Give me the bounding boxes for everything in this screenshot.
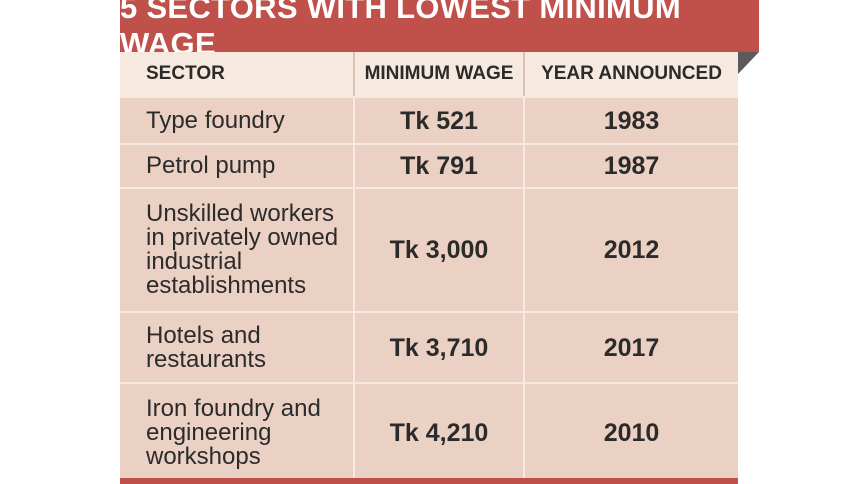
year-cell: 2010 (523, 384, 738, 481)
column-header-year-announced: YEAR ANNOUNCED (523, 52, 738, 96)
sector-cell: Unskilled workers in privately owned ind… (146, 200, 339, 299)
sector-cell: Hotels and restaurants (146, 321, 267, 373)
wage-cell: Tk 4,210 (353, 384, 523, 481)
table-row: Unskilled workers in privately owned ind… (120, 189, 738, 313)
sector-cell: Petrol pump (146, 152, 276, 179)
year-cell: 2017 (523, 313, 738, 382)
wage-cell: Tk 3,710 (353, 313, 523, 382)
year-cell: 1983 (523, 98, 738, 143)
corner-fold (738, 52, 759, 74)
wage-cell: Tk 521 (353, 98, 523, 143)
year-cell: 2012 (523, 189, 738, 311)
sector-cell: Iron foundry and engineering workshops (146, 394, 321, 470)
table-row: Type foundry Tk 521 1983 (120, 98, 738, 145)
column-header-minimum-wage: MINIMUM WAGE (353, 52, 523, 96)
column-header-sector: SECTOR (146, 63, 225, 84)
wage-table: SECTOR MINIMUM WAGE YEAR ANNOUNCED Type … (120, 52, 738, 483)
chart-title: 5 SECTORS WITH LOWEST MINIMUM WAGE (120, 0, 759, 61)
sector-cell: Type foundry (146, 106, 285, 134)
table-row: Iron foundry and engineering workshops T… (120, 384, 738, 483)
table-row: Hotels and restaurants Tk 3,710 2017 (120, 313, 738, 384)
bottom-accent-bar (120, 478, 738, 484)
table-header-row: SECTOR MINIMUM WAGE YEAR ANNOUNCED (120, 52, 738, 98)
wage-cell: Tk 791 (353, 145, 523, 187)
wage-cell: Tk 3,000 (353, 189, 523, 311)
table-row: Petrol pump Tk 791 1987 (120, 145, 738, 189)
year-cell: 1987 (523, 145, 738, 187)
